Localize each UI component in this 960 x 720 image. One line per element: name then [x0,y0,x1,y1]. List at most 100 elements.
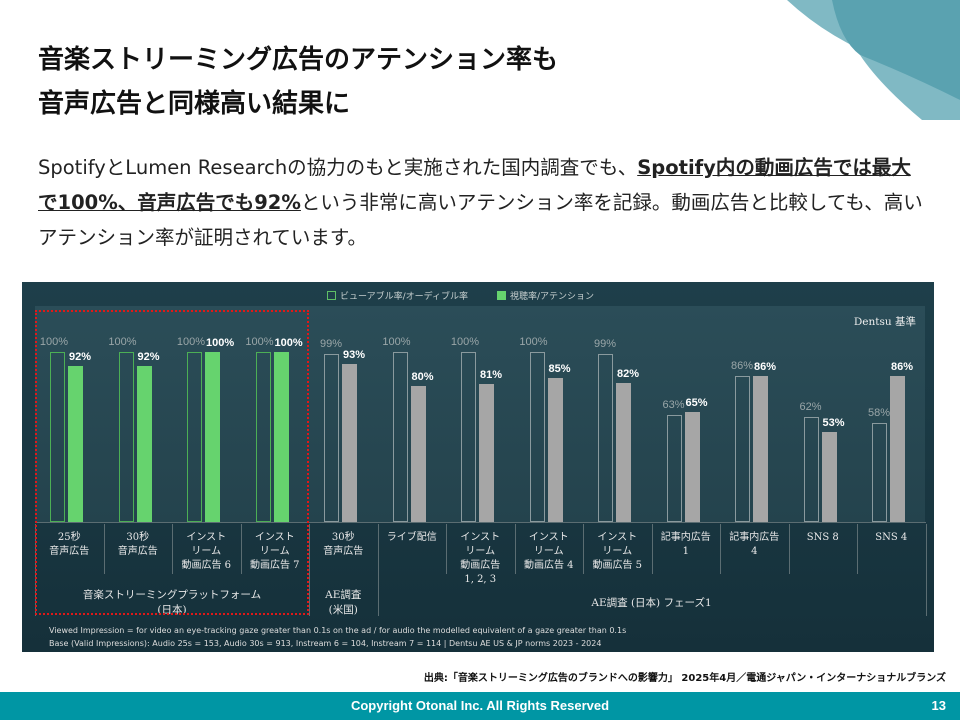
legend-item-viewable: ビューアブル率/オーディブル率 [327,289,468,302]
category-label: インスト リーム 動画広告 4 [523,532,574,571]
bar-attention [753,375,768,522]
label-viewable: 99% [319,337,342,350]
label-attention: 85% [548,362,571,375]
label-viewable: 58% [867,407,890,420]
column-divider [103,524,105,574]
bar-attention [273,352,289,522]
column-divider [720,524,721,574]
label-attention: 100% [274,337,303,349]
bar-attention [479,384,494,522]
bar-viewable [392,352,408,522]
chart-note-2: Base (Valid Impressions): Audio 25s = 15… [49,639,602,648]
label-viewable: 100% [450,336,479,348]
legend-swatch-outline [327,291,336,300]
column-divider [172,524,173,574]
category-label: 25秒 音声広告 [49,532,90,557]
bar-attention [205,352,220,522]
category-label: SNS 8 [806,532,839,543]
label-attention: 86% [891,360,914,373]
legend-label: ビューアブル率/オーディブル率 [340,292,469,302]
corner-decoration [787,0,960,120]
label-attention: 65% [685,396,708,409]
bar-viewable [803,416,819,522]
label-viewable: 63% [662,398,685,411]
bar-attention [342,363,357,522]
category-label: ライブ配信 [386,532,437,543]
category-label: インスト リーム 動画広告 5 [592,532,643,571]
lead-highlight: Spotify内の動画広告では最大で100%、音声広告でも92% [38,156,911,214]
label-viewable: 100% [176,336,205,348]
bar-attention [410,386,426,522]
chart-note-1: Viewed Impression = for video an eye-tra… [49,626,627,635]
lead-paragraph: SpotifyとLumen Researchの協力のもと実施された国内調査でも、… [38,150,928,255]
label-attention: 53% [822,416,845,429]
label-viewable: 86% [730,359,753,372]
axis-line [35,522,926,523]
bar-viewable [666,414,682,522]
lead-text-end: という非常に高いアテンション率を記録。動画広告と比較しても、高いアテンション率が… [38,191,923,249]
label-attention: 92% [69,350,92,363]
bar-viewable [324,353,339,522]
label-attention: 100% [206,337,235,349]
bar-attention [68,365,83,522]
label-attention: 81% [480,369,503,382]
bar-viewable [187,352,202,522]
bar-attention [547,377,563,522]
bar-viewable [461,352,476,522]
column-divider [514,524,516,574]
column-divider [651,524,653,574]
category-label: 30秒 音声広告 [323,532,364,557]
category-label: インスト リーム 動画広告 7 [249,532,300,571]
group-divider [309,524,310,616]
lead-text: SpotifyとLumen Researchの協力のもと実施された国内調査でも、 [38,156,638,179]
label-viewable: 100% [108,336,137,348]
column-divider [240,524,242,574]
group-label: AE調査 (米国) [325,589,362,616]
bar-viewable [255,352,271,522]
column-divider [446,524,447,574]
bar-attention [136,365,152,522]
bar-viewable [118,352,134,522]
dentsu-badge: Dentsu 基準 [853,316,916,328]
bar-attention [821,431,837,522]
category-label: インスト リーム 動画広告 1, 2, 3 [460,532,501,585]
column-divider [788,524,790,574]
legend-label: 視聴率/アテンション [510,292,595,302]
bar-attention [684,411,700,522]
category-label: インスト リーム 動画広告 6 [181,532,232,571]
bar-viewable [735,375,750,522]
label-attention: 86% [754,360,777,373]
group-divider [377,524,379,616]
label-attention: 93% [343,348,366,361]
label-attention: 82% [617,367,640,380]
bar-attention [890,375,905,522]
bar-viewable [50,352,65,522]
bar-viewable [872,423,887,522]
category-label: 記事内広告 4 [729,532,780,557]
legend-item-attention: 視聴率/アテンション [497,289,594,302]
label-viewable: 100% [39,336,68,348]
footer-bar: Copyright Otonal Inc. All Rights Reserve… [0,692,960,720]
legend-swatch-filled [497,291,506,300]
label-viewable: 62% [799,400,822,413]
label-viewable: 100% [245,336,274,348]
category-label: 30秒 音声広告 [117,532,158,557]
page-title: 音楽ストリーミング広告のアテンション率も 音声広告と同様高い結果に [38,45,559,119]
highlight-box [35,310,309,615]
page-number: 13 [931,698,946,713]
column-divider [857,524,858,574]
group-divider [925,524,927,616]
source-citation: 出典:「音楽ストリーミング広告のブランドへの影響力」 2025年4月／電通ジャパ… [423,673,946,684]
copyright: Copyright Otonal Inc. All Rights Reserve… [350,698,610,713]
bar-attention [616,382,631,522]
bar-viewable [598,353,613,522]
category-label: SNS 4 [875,532,908,543]
group-label: AE調査 (日本) フェーズ1 [591,597,712,609]
bar-viewable [529,352,545,522]
category-label: 記事内広告 1 [660,532,711,557]
label-viewable: 100% [382,336,411,348]
label-attention: 80% [411,371,434,383]
label-attention: 92% [137,350,160,363]
label-viewable: 100% [519,336,548,348]
column-divider [583,524,584,574]
